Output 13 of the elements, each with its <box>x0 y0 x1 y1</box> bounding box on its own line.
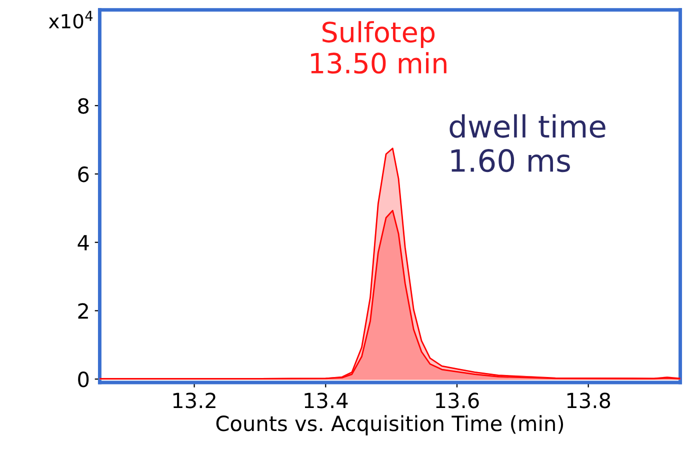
y-tick-label: 6 <box>78 166 89 182</box>
text: x10$^{4}$ <box>48 10 93 29</box>
x-tick-label: 13.8 <box>567 392 610 408</box>
y-tick-label: 2 <box>78 303 88 319</box>
x-tick-label: 13.2 <box>173 392 216 408</box>
y-tick-label: 8 <box>78 98 89 114</box>
x-tick-label: 13.4 <box>304 392 348 408</box>
annotation: Sulfotep 13.50 min <box>311 21 446 74</box>
y-tick-label: 4 <box>78 235 89 250</box>
annotation: dwell time 1.60 ms <box>450 114 606 172</box>
x-axis-title: Counts vs. Acquisition Time (min) <box>216 415 564 436</box>
x-tick-label: 13.6 <box>436 392 479 408</box>
y-tick-label: 0 <box>78 372 89 388</box>
